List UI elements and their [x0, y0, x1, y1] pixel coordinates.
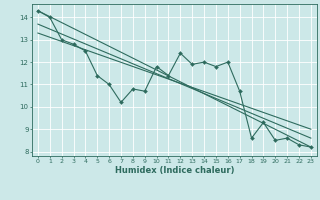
- X-axis label: Humidex (Indice chaleur): Humidex (Indice chaleur): [115, 166, 234, 175]
